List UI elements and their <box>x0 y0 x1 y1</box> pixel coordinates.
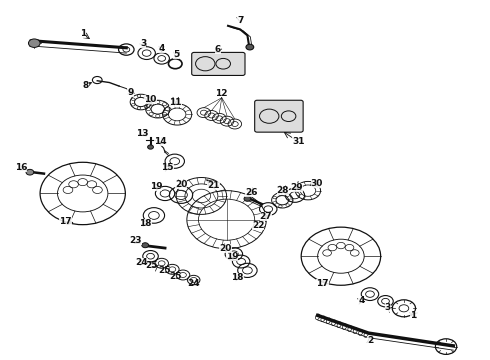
Text: 27: 27 <box>260 212 272 221</box>
Circle shape <box>246 44 254 50</box>
Text: 13: 13 <box>136 129 148 138</box>
Text: 4: 4 <box>358 296 365 305</box>
Text: 21: 21 <box>207 181 220 190</box>
Text: 25: 25 <box>169 272 181 281</box>
Text: 9: 9 <box>127 87 134 96</box>
Text: 19: 19 <box>149 181 162 190</box>
Circle shape <box>26 169 34 175</box>
FancyBboxPatch shape <box>192 53 245 76</box>
Text: 17: 17 <box>59 217 72 226</box>
Text: 11: 11 <box>170 98 182 107</box>
FancyBboxPatch shape <box>255 100 303 132</box>
Text: 18: 18 <box>140 219 152 228</box>
Text: 25: 25 <box>146 261 158 270</box>
Text: 10: 10 <box>145 95 157 104</box>
Text: 7: 7 <box>237 16 244 25</box>
Text: 29: 29 <box>291 183 303 192</box>
Text: 24: 24 <box>187 279 199 288</box>
Circle shape <box>147 145 153 149</box>
Text: 25: 25 <box>158 266 171 275</box>
Text: 1: 1 <box>411 311 416 320</box>
Circle shape <box>142 243 148 248</box>
Text: 3: 3 <box>385 303 391 312</box>
Text: 28: 28 <box>276 186 289 195</box>
Text: 15: 15 <box>161 163 174 172</box>
Text: 8: 8 <box>83 81 89 90</box>
Text: 20: 20 <box>175 180 187 189</box>
Text: 4: 4 <box>158 44 165 53</box>
Text: 24: 24 <box>136 258 148 267</box>
Circle shape <box>244 196 251 201</box>
Text: 6: 6 <box>215 45 221 54</box>
Text: 2: 2 <box>367 336 373 345</box>
Text: 1: 1 <box>79 30 86 39</box>
Text: 16: 16 <box>15 163 27 172</box>
Text: 19: 19 <box>225 252 238 261</box>
Text: 3: 3 <box>140 39 147 48</box>
Text: 12: 12 <box>216 89 228 98</box>
Text: 22: 22 <box>252 221 264 230</box>
Text: 31: 31 <box>292 137 305 146</box>
Text: 23: 23 <box>129 237 142 246</box>
Text: 5: 5 <box>173 50 179 59</box>
Text: 17: 17 <box>316 279 329 288</box>
Circle shape <box>28 39 40 48</box>
Text: 14: 14 <box>154 136 167 145</box>
Text: 30: 30 <box>311 179 323 188</box>
Text: 26: 26 <box>245 188 258 197</box>
Text: 18: 18 <box>231 273 244 282</box>
Text: 20: 20 <box>220 244 232 253</box>
